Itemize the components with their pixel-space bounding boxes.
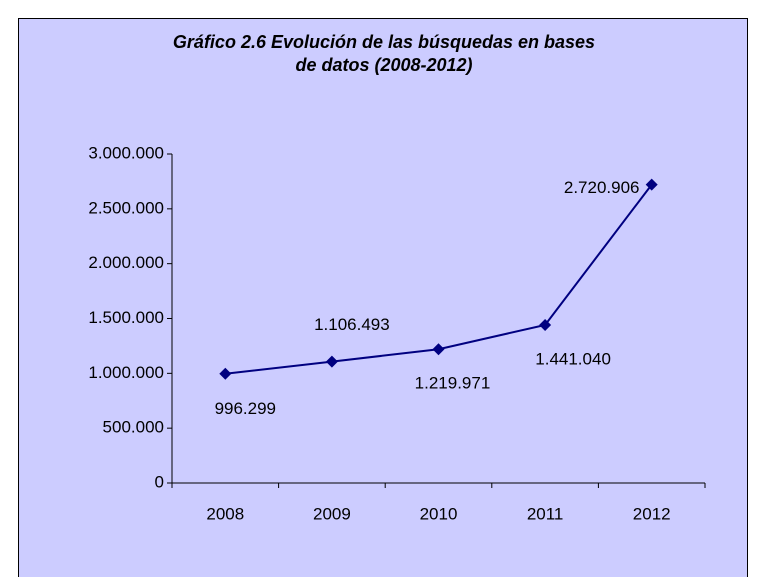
data-point [325, 355, 338, 368]
y-tick-label: 500.000 [103, 418, 164, 437]
data-point [539, 318, 552, 331]
data-label: 2.720.906 [564, 178, 640, 197]
chart-area [18, 18, 748, 577]
x-tick-label: 2008 [206, 504, 244, 523]
data-label: 1.106.493 [314, 315, 390, 334]
y-tick-label: 1.500.000 [88, 308, 164, 327]
x-tick-label: 2012 [633, 504, 671, 523]
y-tick-label: 2.500.000 [88, 198, 164, 217]
data-label: 996.299 [215, 399, 276, 418]
data-label: 1.441.040 [535, 349, 611, 368]
y-tick-label: 1.000.000 [88, 363, 164, 382]
x-tick-label: 2010 [420, 504, 458, 523]
chart-title: de datos (2008-2012) [295, 55, 472, 75]
x-tick-label: 2011 [527, 504, 564, 523]
y-tick-label: 0 [155, 472, 164, 491]
data-label: 1.219.971 [415, 374, 491, 393]
x-tick-label: 2009 [313, 504, 351, 523]
y-tick-label: 3.000.000 [88, 143, 164, 162]
y-tick-label: 2.000.000 [88, 253, 164, 272]
chart-title: Gráfico 2.6 Evolución de las búsquedas e… [173, 32, 595, 52]
data-point [645, 178, 658, 191]
data-point [432, 343, 445, 356]
data-point [219, 367, 232, 380]
